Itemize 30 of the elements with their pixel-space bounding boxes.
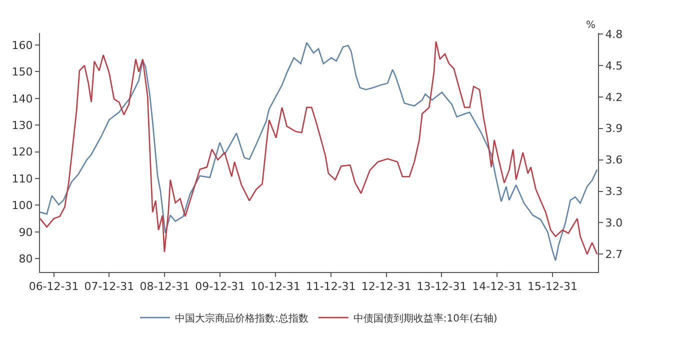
y-tick-label: 150 [12,66,33,79]
y2-tick-label: 3.9 [605,122,623,136]
x-tick-label: 13-12-31 [416,280,467,294]
x-tick-label: 14-12-31 [472,280,522,294]
x-tick-label: 06-12-31 [28,280,79,294]
y2-tick-label: 4.5 [605,59,623,72]
legend-label: 中国大宗商品价格指数:总指数 [175,312,308,324]
y-tick-label: 160 [12,38,33,52]
x-tick-label: 08-12-31 [140,280,190,294]
y-tick-label: 140 [12,92,33,106]
x-tick-label: 15-12-31 [528,280,578,294]
y2-axis-title: % [586,20,596,31]
legend-label: 中债国债到期收益率:10年(右轴) [353,312,498,324]
x-tick-label: 07-12-31 [84,280,134,294]
y2-tick-label: 3.6 [605,154,623,167]
y2-tick-label: 2.7 [605,248,623,262]
y-tick-label: 90 [18,226,33,239]
x-tick-label: 12-12-31 [361,280,412,294]
y-tick-label: 80 [18,252,33,266]
y-tick-label: 100 [12,199,33,212]
y2-tick-label: 4.2 [605,90,623,104]
y2-tick-label: 4.8 [605,28,623,41]
y-tick-label: 110 [12,172,33,186]
y-tick-label: 130 [12,118,33,132]
x-tick-label: 10-12-31 [250,280,300,294]
x-tick-label: 09-12-31 [195,280,246,294]
x-tick-label: 11-12-31 [306,280,356,294]
y-tick-label: 120 [12,146,33,159]
y2-tick-label: 3.3 [605,185,623,198]
y2-tick-label: 3.0 [605,216,623,230]
